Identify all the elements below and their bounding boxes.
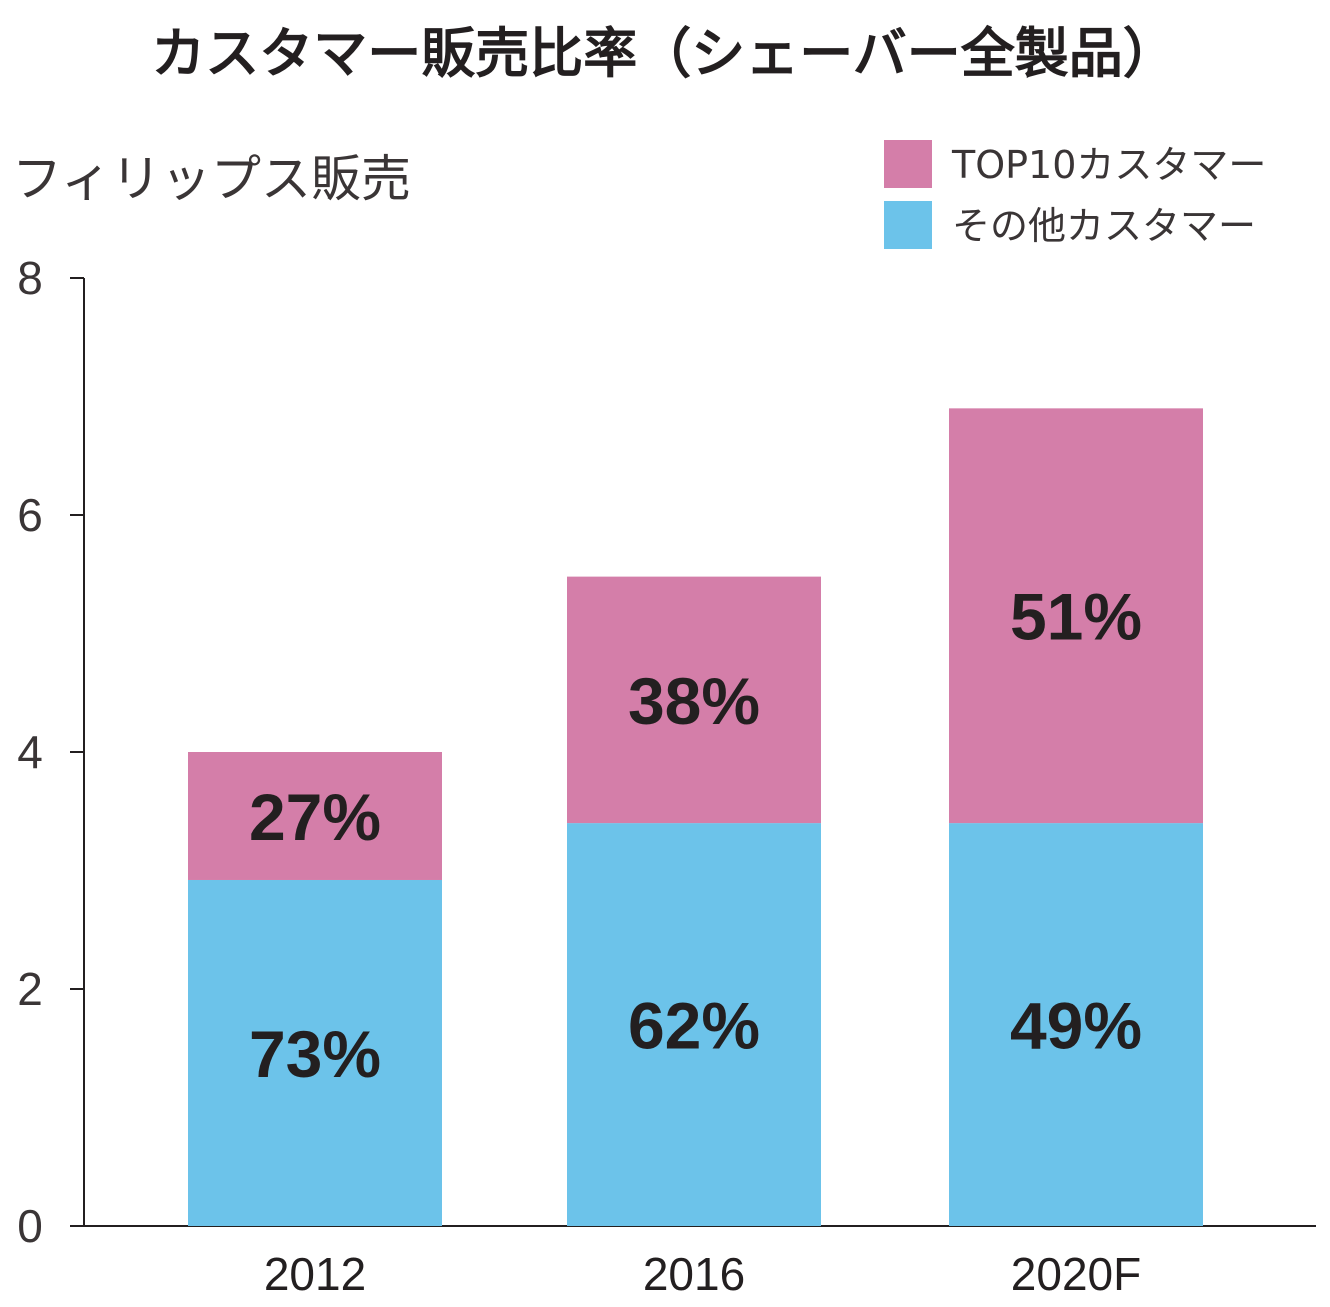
- x-tick-label: 2020F: [1011, 1248, 1141, 1300]
- bar-segment: [567, 823, 821, 1226]
- y-tick-label: 4: [17, 726, 43, 778]
- bar-segment: [188, 752, 442, 880]
- x-axis-ticks: 2012 2016 2020F: [264, 1248, 1141, 1300]
- bar-segment: [188, 879, 442, 1226]
- y-tick-label: 2: [17, 963, 43, 1015]
- chart-title: カスタマー販売比率（シェーバー全製品）: [151, 22, 1176, 85]
- legend-swatch: [884, 140, 932, 188]
- data-label: 62%: [628, 989, 760, 1063]
- y-tick-label: 8: [17, 252, 43, 304]
- y-axis-ticks: 0 2 4 6 8: [17, 252, 84, 1252]
- legend-label: その他カスタマー: [952, 204, 1256, 248]
- y-axis-title: フィリップス販売: [12, 150, 411, 208]
- bar-segment: [949, 408, 1203, 824]
- y-tick-label: 0: [17, 1200, 43, 1252]
- x-tick-label: 2016: [643, 1248, 745, 1300]
- data-label: 38%: [628, 664, 760, 738]
- legend-swatch: [884, 201, 932, 249]
- data-label: 73%: [249, 1017, 381, 1091]
- bars: 73% 27% 62% 38% 49% 51%: [188, 408, 1203, 1226]
- x-tick-label: 2012: [264, 1248, 366, 1300]
- data-label: 27%: [249, 780, 381, 854]
- legend-label: TOP10カスタマー: [951, 143, 1266, 187]
- bar-segment: [949, 823, 1203, 1226]
- bar-segment: [567, 576, 821, 824]
- y-tick-label: 6: [17, 489, 43, 541]
- data-label: 49%: [1010, 989, 1142, 1063]
- data-label: 51%: [1010, 580, 1142, 654]
